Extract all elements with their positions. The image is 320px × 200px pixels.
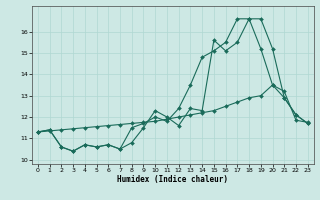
X-axis label: Humidex (Indice chaleur): Humidex (Indice chaleur) bbox=[117, 175, 228, 184]
